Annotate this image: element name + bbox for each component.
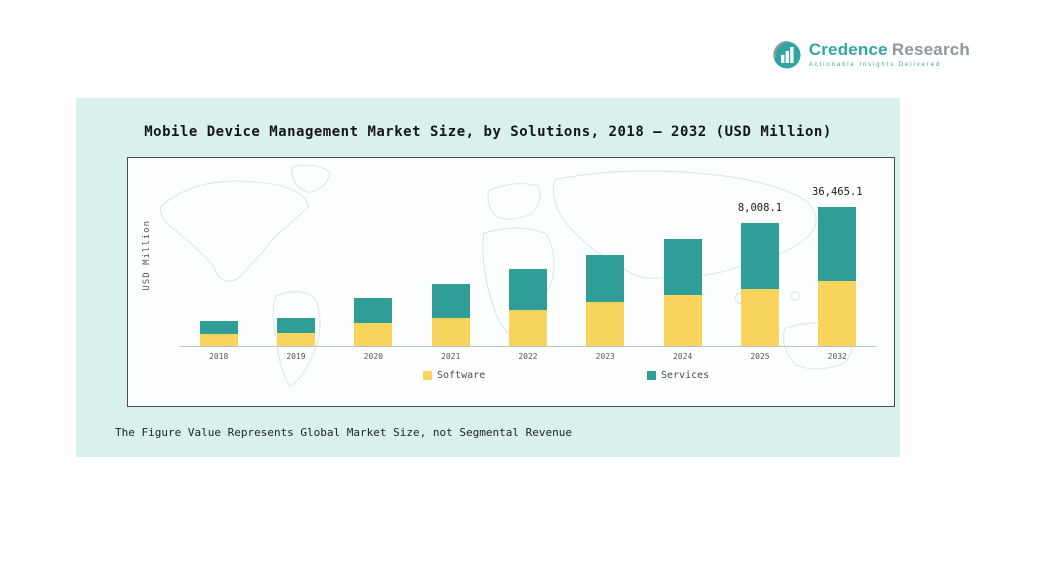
x-tick-label: 2032 — [827, 352, 847, 361]
brand-logo: Credence Research Actionable Insights Del… — [772, 40, 970, 70]
chart-title: Mobile Device Management Market Size, by… — [144, 124, 832, 140]
bar-segment-software — [276, 333, 315, 346]
x-tick-label: 2019 — [286, 352, 306, 361]
legend-swatch-services — [647, 371, 656, 380]
bar-segment-services — [276, 318, 315, 333]
bar-segment-services — [431, 284, 470, 318]
legend: Software Services — [128, 370, 894, 384]
legend-item-software: Software — [423, 370, 485, 381]
bar-segment-software — [818, 281, 857, 346]
x-tick-label: 2022 — [518, 352, 538, 361]
bar-segment-services — [586, 255, 625, 302]
brand-name: Credence Research — [809, 41, 970, 60]
bar-segment-services — [818, 207, 857, 281]
x-tick-label: 2025 — [750, 352, 770, 361]
bar-segment-software — [740, 289, 779, 346]
x-tick-label: 2020 — [363, 352, 383, 361]
brand-logo-icon — [772, 40, 802, 70]
brand-name-primary: Credence — [808, 40, 888, 60]
x-tick-label: 2024 — [672, 352, 693, 361]
x-tick-label: 2021 — [441, 352, 461, 361]
brand-logo-text: Credence Research Actionable Insights Del… — [808, 41, 970, 69]
legend-swatch-software — [423, 371, 432, 380]
legend-item-services: Services — [647, 370, 709, 381]
bar-segment-services — [663, 239, 702, 295]
bar-segment-software — [199, 334, 238, 346]
bar-group: 2018 — [199, 158, 238, 361]
bar-segment-software — [508, 310, 547, 346]
bar-group: 2021 — [431, 158, 470, 361]
bar-group: 2024 — [663, 158, 702, 361]
bar-segment-services — [199, 321, 238, 334]
bar-group: 2019 — [276, 158, 315, 361]
brand-tagline: Actionable Insights Delivered — [808, 62, 942, 69]
bar-segment-software — [586, 302, 625, 346]
bar-segment-software — [431, 318, 470, 346]
bar-group: 2020 — [354, 158, 393, 361]
bar-group: 8,008.1 2025 — [737, 158, 783, 361]
bar-segment-services — [508, 269, 547, 310]
x-axis-line — [180, 346, 876, 347]
x-tick-label: 2023 — [595, 352, 615, 361]
bar-segment-services — [354, 298, 393, 323]
bar-segment-services — [740, 223, 779, 289]
bar-value-label: 36,465.1 — [811, 186, 863, 198]
bar-segment-software — [663, 295, 702, 346]
brand-name-secondary: Research — [891, 40, 970, 60]
bars-row: 2018 2019 2020 2021 2022 2023 2024 8,008.1 2025 3… — [180, 158, 876, 361]
bar-group: 36,465.1 2032 — [812, 158, 863, 361]
bar-value-label: 8,008.1 — [737, 202, 783, 214]
chart-panel: Mobile Device Management Market Size, by… — [76, 98, 900, 457]
x-tick-label: 2018 — [209, 352, 229, 361]
bar-group: 2023 — [586, 158, 625, 361]
chart-plot-area: USD Million 2018 2019 2020 2021 2022 2023 2024… — [127, 157, 895, 407]
y-axis-label: USD Million — [142, 220, 152, 291]
bar-segment-software — [354, 323, 393, 346]
legend-label: Software — [437, 370, 486, 381]
bar-group: 2022 — [508, 158, 547, 361]
chart-footnote: The Figure Value Represents Global Marke… — [115, 426, 572, 439]
legend-label: Services — [661, 370, 710, 381]
